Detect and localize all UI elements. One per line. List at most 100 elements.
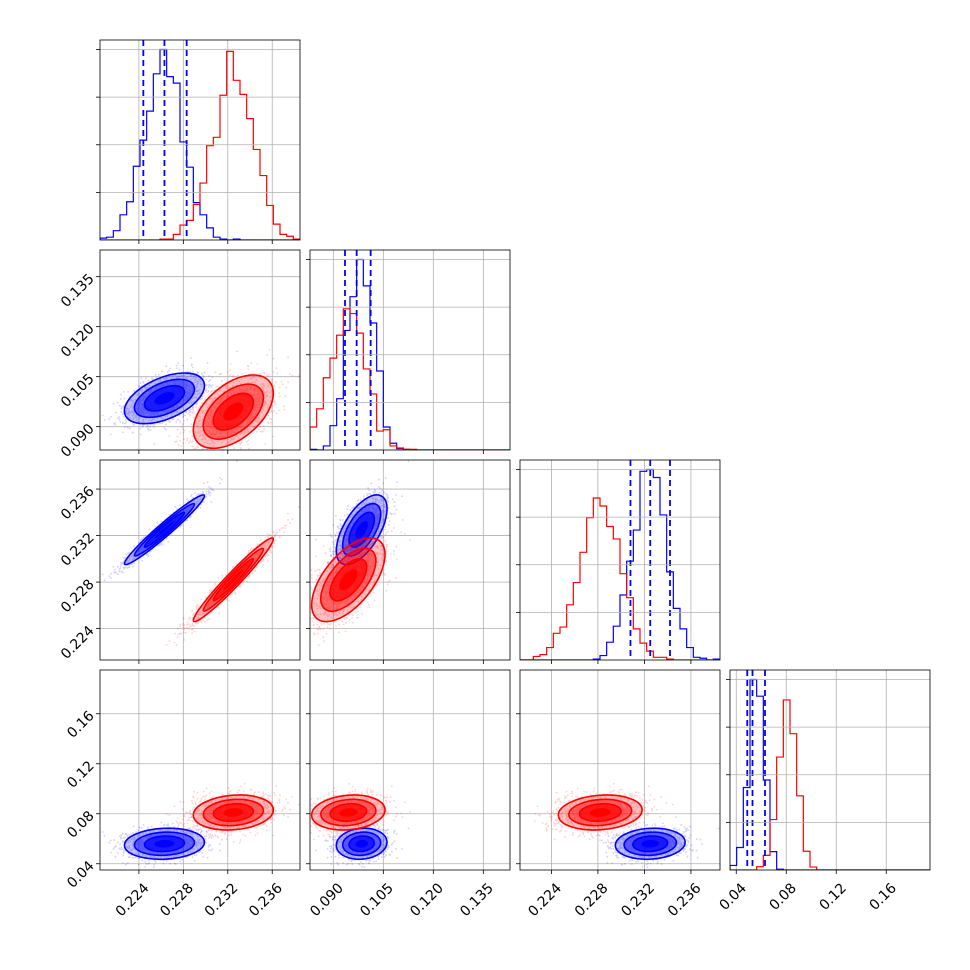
contour-fill-blue <box>154 521 175 539</box>
contour-line-blue <box>623 831 678 857</box>
y-tick-label: 0.04 <box>64 858 97 891</box>
contour-line-blue <box>341 831 382 857</box>
contour-line-red <box>192 794 275 831</box>
contour-fill-red <box>223 569 244 591</box>
contour-line-red <box>192 374 275 450</box>
x-tick-label: 0.120 <box>407 880 447 920</box>
contour-fill-red <box>339 569 358 591</box>
x-tick-label: 0.224 <box>113 880 153 920</box>
panel-frame <box>519 459 721 661</box>
x-tick-label: 0.12 <box>817 880 850 913</box>
panel-1-1 <box>306 249 511 454</box>
panel-frame <box>99 39 301 241</box>
contour-line-red <box>557 794 643 831</box>
x-tick-label: 0.228 <box>157 880 197 920</box>
x-tick-label: 0.224 <box>525 880 565 920</box>
x-tick-label: 0.232 <box>618 880 658 920</box>
contour-line-blue <box>123 372 206 425</box>
contour-line-blue <box>614 827 686 861</box>
panel-frame <box>99 459 301 661</box>
contour-fill-red <box>339 808 358 817</box>
contour-line-red <box>320 798 377 827</box>
contour-fill-red <box>223 402 244 421</box>
contour-line-blue <box>143 835 186 853</box>
histogram-blue <box>310 258 510 450</box>
histogram-red <box>310 308 510 450</box>
contour-line-red <box>329 802 368 823</box>
contour-fill-blue <box>355 839 368 848</box>
y-tick-label: 0.135 <box>58 271 98 311</box>
panel-1-0: 0.090 0.105 0.120 0.135 <box>58 249 301 461</box>
histogram-blue <box>730 678 930 870</box>
contour-fill-blue <box>154 839 175 848</box>
contour-line-red <box>320 547 377 612</box>
contour-line-red <box>578 802 622 823</box>
y-tick-label: 0.228 <box>58 576 98 616</box>
histogram-red <box>100 50 300 240</box>
contour-line-red <box>192 537 275 623</box>
y-tick-label: 0.105 <box>58 371 98 411</box>
y-tick-label: 0.090 <box>58 421 98 461</box>
y-tick-label: 0.224 <box>58 623 98 663</box>
contour-fill-red <box>589 808 611 817</box>
panel-3-0: 0.04 0.08 0.12 0.16 0.224 0.228 0.232 0.236 <box>64 669 301 920</box>
panel-3-2: 0.224 0.228 0.232 0.236 <box>516 669 721 920</box>
contour-line-red <box>202 383 265 440</box>
x-tick-label: 0.135 <box>457 880 497 920</box>
x-tick-label: 0.090 <box>307 880 347 920</box>
x-tick-label: 0.04 <box>717 880 750 913</box>
contour-line-red <box>212 558 255 602</box>
contour-line-red <box>329 558 368 602</box>
y-tick-label: 0.16 <box>64 708 97 741</box>
panel-frame <box>99 249 301 451</box>
contour-line-blue <box>348 511 376 549</box>
contour-fill-blue <box>641 839 659 848</box>
y-tick-label: 0.08 <box>64 808 97 841</box>
contour-line-red <box>568 798 633 827</box>
x-tick-label: 0.232 <box>202 880 242 920</box>
x-tick-label: 0.228 <box>572 880 612 920</box>
panel-frame <box>309 669 511 871</box>
contour-line-blue <box>143 511 186 549</box>
panel-3-1: 0.090 0.105 0.120 0.135 <box>306 669 511 920</box>
x-tick-label: 0.236 <box>246 880 286 920</box>
contour-line-blue <box>133 502 196 557</box>
panel-3-3: 0.04 0.08 0.12 0.16 <box>717 669 931 914</box>
panel-frame <box>729 669 931 871</box>
y-tick-label: 0.120 <box>58 321 98 361</box>
x-tick-label: 0.105 <box>357 880 397 920</box>
panel-frame <box>99 669 301 871</box>
panel-2-1 <box>306 459 511 664</box>
contour-line-red <box>212 802 255 823</box>
panel-frame <box>309 459 511 661</box>
contour-line-red <box>212 392 255 431</box>
contour-line-blue <box>133 378 196 419</box>
panel-frame <box>309 249 511 451</box>
y-tick-label: 0.12 <box>64 758 97 791</box>
contour-line-blue <box>133 831 196 857</box>
contour-fill-blue <box>355 521 368 539</box>
contour-line-blue <box>143 384 186 412</box>
panel-2-2 <box>516 459 721 664</box>
panel-2-0: 0.224 0.228 0.232 0.236 <box>58 459 301 664</box>
panel-frame <box>519 669 721 871</box>
y-tick-label: 0.232 <box>58 530 98 570</box>
contour-line-red <box>310 537 386 623</box>
contour-line-blue <box>631 835 669 853</box>
contour-line-red <box>202 547 265 612</box>
histogram-red <box>730 699 930 870</box>
x-tick-label: 0.08 <box>767 880 800 913</box>
contour-line-blue <box>123 827 206 861</box>
histogram-red <box>520 497 720 660</box>
contour-line-blue <box>123 494 206 566</box>
contour-line-red <box>202 798 265 827</box>
x-tick-label: 0.16 <box>867 880 900 913</box>
x-tick-label: 0.236 <box>665 880 705 920</box>
contour-line-red <box>310 794 386 831</box>
contour-fill-red <box>223 808 244 817</box>
contour-line-blue <box>348 835 376 853</box>
panel-0-0 <box>96 39 301 244</box>
y-tick-label: 0.236 <box>58 483 98 523</box>
histogram-blue <box>520 468 720 660</box>
